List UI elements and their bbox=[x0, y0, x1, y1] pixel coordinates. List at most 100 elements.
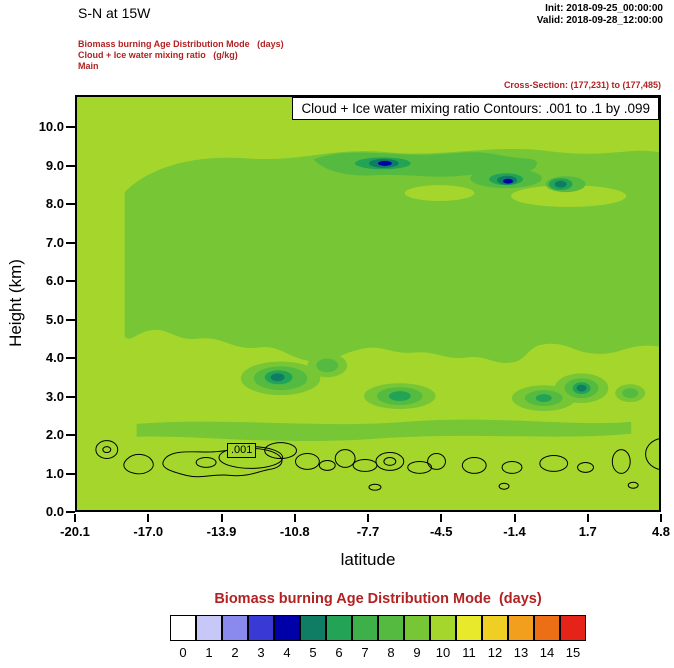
cloud-mixing-ratio-contour-lines bbox=[95, 440, 119, 459]
y-tick-label: 10.0 bbox=[38, 119, 64, 134]
cloud-mixing-ratio-contour-lines bbox=[627, 481, 639, 489]
y-tick-mark bbox=[66, 395, 75, 398]
colorbar bbox=[170, 615, 586, 641]
contour-value-label: .001 bbox=[227, 443, 257, 458]
y-tick-mark bbox=[66, 280, 75, 282]
x-tick-mark bbox=[74, 514, 76, 522]
x-tick-label: -1.4 bbox=[503, 524, 526, 539]
x-tick-mark bbox=[513, 514, 516, 522]
x-tick-mark bbox=[440, 514, 443, 522]
page-title: S-N at 15W bbox=[78, 5, 151, 21]
cloud-mixing-ratio-contour-lines bbox=[195, 457, 217, 468]
y-tick-label: 3.0 bbox=[45, 388, 64, 404]
cloud-mixing-ratio-contour-lines bbox=[461, 457, 487, 474]
x-tick-label: -17.0 bbox=[133, 524, 164, 539]
x-tick-mark bbox=[660, 514, 662, 522]
age-10-notches bbox=[404, 185, 475, 201]
age-5-fill-cores bbox=[554, 180, 567, 188]
x-axis-title: latitude bbox=[340, 550, 396, 569]
x-tick-label: -20.1 bbox=[60, 524, 90, 539]
colorbar-tick-label: 8 bbox=[387, 645, 395, 660]
y-tick-label: 1.0 bbox=[45, 465, 64, 481]
y-tick-mark bbox=[66, 357, 75, 359]
colorbar-cell-7 bbox=[352, 615, 378, 641]
x-tick-label: -4.5 bbox=[430, 524, 453, 539]
x-tick-label: -13.9 bbox=[206, 524, 237, 539]
cloud-mixing-ratio-contour-lines bbox=[645, 438, 659, 470]
colorbar-cell-0 bbox=[170, 615, 196, 641]
y-tick-label: 0.0 bbox=[45, 504, 64, 519]
colorbar-tick-label: 0 bbox=[179, 645, 187, 660]
colorbar-cell-4 bbox=[274, 615, 300, 641]
cloud-mixing-ratio-contour-lines bbox=[264, 442, 297, 459]
y-tick-mark bbox=[66, 511, 75, 513]
age-8-fill-patches bbox=[316, 358, 339, 373]
x-tick-mark bbox=[147, 514, 150, 522]
x-tick-label: 4.8 bbox=[651, 524, 671, 539]
age-10-notches bbox=[404, 185, 627, 207]
y-tick-label: 9.0 bbox=[45, 157, 64, 173]
colorbar-tick-label: 11 bbox=[462, 645, 476, 660]
y-axis-title: Height (km) bbox=[6, 259, 25, 347]
colorbar-cell-12 bbox=[482, 615, 508, 641]
colorbar-cell-1 bbox=[196, 615, 222, 641]
colorbar-tick-label: 3 bbox=[257, 645, 265, 660]
x-tick-mark bbox=[293, 514, 296, 522]
cloud-mixing-ratio-contour-lines bbox=[375, 452, 405, 471]
colorbar-tick-label: 12 bbox=[487, 645, 503, 660]
x-tick-mark bbox=[367, 514, 369, 522]
cloud-mixing-ratio-contour-lines bbox=[334, 449, 356, 468]
colorbar-cell-8 bbox=[378, 615, 404, 641]
y-tick-mark bbox=[66, 318, 75, 321]
cloud-mixing-ratio-contour-lines bbox=[539, 455, 569, 472]
age-10-notches bbox=[511, 185, 627, 207]
colorbar-cell-5 bbox=[300, 615, 326, 641]
colorbar-tick-label: 15 bbox=[565, 645, 581, 660]
colorbar-cell-6 bbox=[326, 615, 352, 641]
colorbar-tick-label: 14 bbox=[539, 645, 555, 660]
y-tick-label: 7.0 bbox=[45, 234, 64, 250]
y-tick-mark bbox=[66, 434, 75, 436]
age-4-fill-cores bbox=[503, 178, 514, 184]
colorbar-cell-15 bbox=[560, 615, 586, 641]
init-timestamp: Init: 2018-09-25_00:00:00 bbox=[545, 3, 663, 14]
colorbar-cell-9 bbox=[404, 615, 430, 641]
cloud-mixing-ratio-contour-lines bbox=[123, 454, 154, 475]
colorbar-tick-label: 2 bbox=[231, 645, 239, 660]
age-5-fill-cores bbox=[270, 373, 285, 382]
colorbar-tick-label: 4 bbox=[283, 645, 291, 660]
y-tick-label: 6.0 bbox=[45, 273, 64, 288]
colorbar-cell-3 bbox=[248, 615, 274, 641]
cloud-mixing-ratio-contour-lines bbox=[295, 453, 320, 470]
cloud-mixing-ratio-contour-lines bbox=[611, 449, 631, 474]
y-tick-label: 8.0 bbox=[45, 196, 64, 211]
colorbar-cell-14 bbox=[534, 615, 560, 641]
cloud-mixing-ratio-contour-lines bbox=[368, 483, 382, 491]
x-tick-label: -7.7 bbox=[356, 524, 380, 539]
age-6-fill-cores bbox=[388, 391, 411, 402]
colorbar-cell-10 bbox=[430, 615, 456, 641]
x-tick-label: 1.7 bbox=[578, 524, 597, 539]
cloud-mixing-ratio-contour-lines bbox=[427, 453, 446, 470]
colorbar-tick-label: 10 bbox=[435, 645, 451, 660]
x-tick-label: -10.8 bbox=[279, 524, 310, 539]
y-tick-mark bbox=[66, 203, 75, 205]
cloud-mixing-ratio-contour-lines bbox=[577, 461, 594, 473]
contour-plot-canvas bbox=[77, 97, 659, 510]
y-tick-mark bbox=[66, 241, 75, 244]
y-tick-label: 2.0 bbox=[45, 427, 64, 442]
y-tick-mark bbox=[66, 164, 75, 167]
y-tick-label: 5.0 bbox=[45, 311, 64, 327]
field-annotation-cloud-ice: Cloud + Ice water mixing ratio (g/kg) bbox=[78, 50, 238, 60]
plot-area: Cloud + Ice water mixing ratio Contours:… bbox=[75, 95, 661, 512]
colorbar-title: Biomass burning Age Distribution Mode (d… bbox=[214, 591, 542, 607]
cloud-mixing-ratio-contour-lines bbox=[383, 457, 397, 466]
colorbar-tick-label: 13 bbox=[513, 645, 529, 660]
age-8-fill-patches bbox=[622, 388, 639, 399]
colorbar-tick-label: 1 bbox=[205, 645, 213, 660]
x-tick-mark bbox=[220, 514, 223, 522]
age-6-fill-cores bbox=[535, 394, 552, 403]
y-tick-mark bbox=[66, 472, 75, 475]
field-annotation-grid: Main bbox=[78, 61, 99, 71]
